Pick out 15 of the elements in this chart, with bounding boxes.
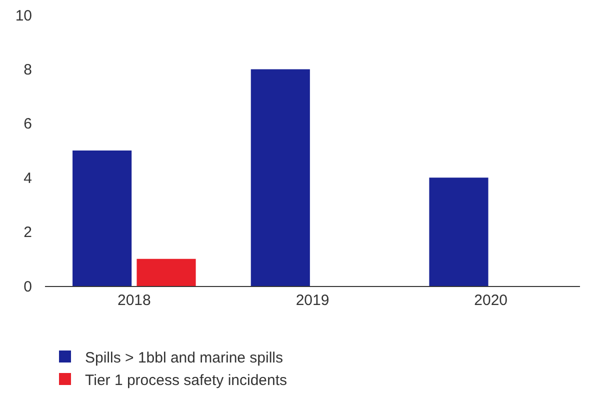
bar (429, 178, 488, 286)
bar (250, 69, 310, 286)
x-tick-label: 2020 (474, 292, 508, 309)
y-tick-label: 10 (15, 7, 32, 24)
x-tick-label: 2019 (296, 292, 330, 309)
y-tick-label: 4 (24, 170, 32, 187)
y-tick-label: 2 (24, 224, 32, 242)
y-tick-label: 0 (24, 278, 32, 296)
legend-label: Tier 1 process safety incidents (85, 372, 288, 389)
bar (72, 150, 132, 286)
y-tick-label: 6 (24, 116, 32, 133)
legend-label: Spills > 1bbl and marine spills (85, 349, 284, 366)
y-tick-label: 8 (24, 61, 32, 78)
x-tick-label: 2018 (117, 292, 151, 309)
bar (136, 258, 196, 286)
